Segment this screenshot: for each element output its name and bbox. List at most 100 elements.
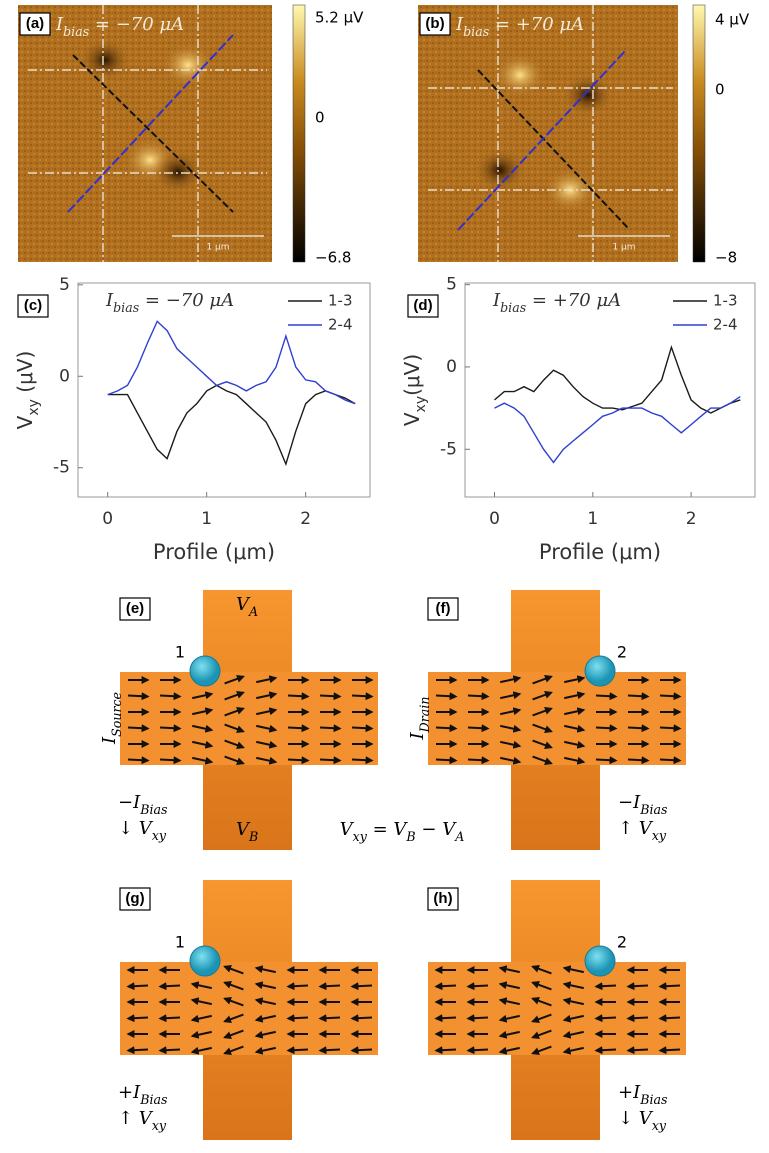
bias-label: −IBias <box>618 792 668 817</box>
current-arrow <box>627 692 650 701</box>
current-arrow <box>223 1045 244 1055</box>
current-arrow <box>127 756 150 765</box>
current-arrow <box>224 691 245 701</box>
subscript: xy <box>353 829 368 844</box>
current-arrow <box>223 965 244 975</box>
data-line <box>494 344 741 414</box>
current-arrow <box>224 755 245 765</box>
subscript: xy <box>152 828 167 843</box>
current-arrow <box>562 1030 584 1039</box>
colorbar <box>692 4 706 263</box>
current-arrow <box>531 1013 552 1023</box>
current-arrow <box>626 1046 649 1055</box>
side-label: ISource <box>99 692 124 745</box>
subscript: Bias <box>639 1092 668 1107</box>
current-arrow <box>595 692 618 701</box>
current-arrow <box>531 981 552 991</box>
current-arrow <box>254 981 276 990</box>
data-line <box>107 384 356 467</box>
text-part: ↑ V <box>618 818 654 839</box>
profile-line <box>72 54 234 213</box>
annotation: Ibias = +70 μA <box>492 290 621 315</box>
text-part: −I <box>618 792 641 813</box>
current-arrow <box>626 1014 649 1023</box>
subscript: bias <box>113 300 140 315</box>
panel-label-box <box>119 887 151 911</box>
current-arrow <box>318 1014 341 1023</box>
contact-label: 2 <box>617 933 627 952</box>
y-tick-label: 0 <box>446 357 457 377</box>
side-label: IDrain <box>407 697 432 741</box>
current-arrow <box>254 965 276 974</box>
current-arrow <box>532 707 553 717</box>
x-axis-label: Profile (μm) <box>539 540 661 564</box>
text-part: = V <box>367 819 409 840</box>
subscript: Bias <box>639 802 668 817</box>
text-part: − V <box>416 819 458 840</box>
subscript: xy <box>652 1118 667 1133</box>
data-line <box>494 396 741 464</box>
subscript: xy <box>26 399 42 416</box>
panel-label-box <box>19 12 51 36</box>
subscript: A <box>454 829 464 844</box>
current-arrow <box>224 739 245 749</box>
panel-label: (e) <box>126 600 144 617</box>
current-arrow <box>500 691 522 700</box>
text-part: I <box>99 736 120 745</box>
panel-label: (c) <box>24 297 42 314</box>
colorbar-label: 5.2 μV <box>315 9 364 27</box>
current-arrow <box>224 675 245 685</box>
current-arrow <box>256 691 278 700</box>
colorbar <box>292 4 306 263</box>
current-arrow <box>564 756 586 765</box>
x-tick-label: 0 <box>489 509 500 529</box>
current-arrow <box>351 724 374 733</box>
cold-spot <box>79 38 131 82</box>
image-title: Ibias = +70 μA <box>455 14 584 39</box>
current-arrow <box>434 1046 457 1055</box>
current-arrow <box>500 707 522 716</box>
current-arrow <box>159 756 182 765</box>
current-arrow <box>562 965 584 974</box>
current-arrow <box>350 1014 373 1023</box>
text-part: I <box>492 290 501 311</box>
current-arrow <box>564 740 586 749</box>
current-arrow <box>467 724 490 733</box>
center <box>203 962 292 1055</box>
panel-label-box <box>17 294 49 318</box>
current-arrow <box>351 756 374 765</box>
current-arrow <box>158 1046 181 1055</box>
contact-label: 2 <box>617 643 627 662</box>
subscript: Bias <box>139 1092 168 1107</box>
y-tick-label: -5 <box>440 439 457 459</box>
vxy-label: ↑ Vxy <box>618 818 667 843</box>
current-arrow <box>500 675 522 684</box>
current-arrow <box>254 997 276 1006</box>
current-arrow <box>286 982 309 991</box>
current-arrow <box>318 1046 341 1055</box>
text-part: = −70 μA <box>139 290 234 311</box>
current-arrow <box>658 1046 681 1055</box>
x-tick-label: 1 <box>201 509 212 529</box>
legend-label: 1-3 <box>713 292 738 310</box>
colorbar-label: −6.8 <box>315 249 351 267</box>
panel-label-box <box>419 12 451 36</box>
current-arrow <box>467 756 490 765</box>
current-arrow <box>531 1045 552 1055</box>
x-tick-label: 1 <box>587 509 598 529</box>
text-part: = −70 μA <box>89 14 184 35</box>
current-arrow <box>627 724 650 733</box>
image-title: Ibias = −70 μA <box>55 14 184 39</box>
current-arrow <box>319 756 342 765</box>
text-part: V <box>13 415 37 429</box>
subscript: A <box>248 604 258 619</box>
vxy-label: ↓ Vxy <box>118 818 167 843</box>
current-arrow <box>562 981 584 990</box>
text-part: = +70 μA <box>526 290 621 311</box>
current-arrow <box>564 675 586 684</box>
current-arrow <box>319 692 342 701</box>
text-part: (μV) <box>13 351 37 399</box>
panel-label: (a) <box>26 15 44 32</box>
current-arrow <box>287 692 310 701</box>
current-arrow <box>190 981 212 990</box>
